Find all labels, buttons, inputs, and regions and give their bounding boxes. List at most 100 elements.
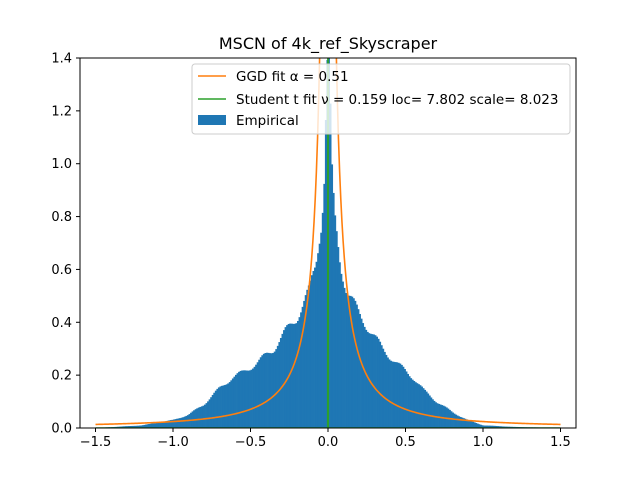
histogram-bar	[422, 388, 425, 428]
histogram-bar	[472, 421, 475, 428]
histogram-bar	[134, 425, 137, 428]
histogram-bar	[408, 376, 411, 428]
histogram-bar	[286, 325, 289, 428]
histogram-bar	[345, 292, 347, 428]
histogram-bar	[390, 360, 392, 428]
legend-swatch-empirical	[198, 115, 226, 125]
histogram-bar	[323, 183, 326, 428]
histogram-bar	[137, 425, 140, 428]
histogram-bar	[250, 369, 253, 428]
histogram-bar	[483, 425, 485, 428]
histogram-bar	[242, 370, 245, 428]
histogram-bar	[295, 323, 298, 428]
histogram-bar	[473, 422, 476, 428]
histogram-bar	[376, 336, 378, 428]
histogram-bar	[256, 362, 259, 428]
histogram-bar	[343, 287, 346, 428]
histogram-bar	[217, 387, 220, 428]
chart-title: MSCN of 4k_ref_Skyscraper	[219, 34, 438, 54]
histogram-bar	[149, 423, 152, 428]
histogram-bar	[470, 421, 473, 428]
histogram-bar	[394, 362, 397, 428]
histogram-bar	[121, 426, 124, 428]
histogram-bar	[410, 378, 413, 428]
histogram-bar	[481, 425, 484, 428]
histogram-bar	[253, 366, 256, 428]
x-tick-label: 0.0	[318, 435, 339, 450]
histogram-bar	[465, 419, 468, 428]
y-axis: 0.0 0.2 0.4 0.6 0.8 1.0 1.2 1.4	[51, 52, 80, 437]
legend-label-student-t: Student t fit ν = 0.159 loc= 7.802 scale…	[236, 92, 559, 108]
histogram-bar	[419, 385, 422, 428]
histogram-bar	[140, 425, 143, 428]
histogram-bar	[411, 379, 414, 428]
histogram-bar	[283, 330, 285, 428]
y-tick-label: 0.2	[51, 369, 72, 384]
histogram-bar	[479, 424, 482, 428]
histogram-bar	[132, 425, 135, 428]
histogram-bar	[275, 349, 278, 428]
histogram-bar	[267, 352, 270, 428]
legend-label-ggd: GGD fit α = 0.51	[236, 69, 349, 85]
histogram-bar	[452, 412, 454, 428]
histogram-bar	[393, 361, 396, 428]
histogram-bar	[337, 247, 340, 428]
histogram-bar	[414, 382, 417, 428]
legend-box	[191, 63, 571, 135]
histogram-bar	[348, 295, 351, 428]
histogram-bar	[176, 418, 179, 428]
histogram-bar	[459, 416, 462, 428]
histogram-bar	[434, 402, 437, 428]
histogram-bar	[174, 419, 177, 428]
histogram-bar	[152, 423, 155, 428]
histogram-bar	[264, 353, 267, 428]
histogram-bar	[388, 359, 391, 428]
histogram-bar	[261, 355, 264, 428]
histogram-bar	[476, 423, 479, 428]
histogram-bar	[312, 270, 315, 428]
legend: GGD fit α = 0.51 Student t fit ν = 0.159…	[191, 63, 571, 135]
histogram-bar	[433, 400, 436, 428]
histogram-bar	[126, 426, 129, 428]
histogram-bar	[202, 405, 205, 428]
histogram-bar	[371, 334, 374, 428]
histogram-bar	[341, 281, 344, 428]
histogram-bar	[458, 416, 461, 428]
histogram-bar	[357, 309, 360, 428]
histogram-bar	[331, 164, 334, 428]
histogram-bar	[183, 416, 186, 428]
histogram-bar	[225, 384, 228, 428]
histogram-bar	[413, 380, 416, 428]
histogram-bar	[230, 380, 233, 428]
histogram-bar	[160, 422, 163, 428]
histogram-bar	[335, 231, 338, 428]
histogram-bar	[244, 370, 247, 428]
histogram-bar	[173, 419, 175, 428]
y-tick-label: 1.2	[51, 104, 72, 119]
histogram-bar	[222, 385, 225, 428]
histogram-bar	[355, 304, 358, 428]
histogram-bar	[207, 401, 210, 428]
histogram-bar	[338, 262, 341, 428]
histogram-bar	[124, 426, 127, 428]
histogram-bar	[462, 418, 465, 428]
histogram-bar	[329, 103, 332, 428]
y-tick-label: 0.4	[51, 316, 72, 331]
histogram-bar	[320, 232, 323, 428]
histogram-bar	[396, 362, 399, 428]
histogram-bar	[248, 370, 251, 428]
histogram-bar	[455, 414, 458, 428]
histogram-bar	[186, 415, 189, 428]
histogram-bar	[421, 386, 423, 428]
histogram-bar	[498, 426, 501, 428]
histogram-bar	[427, 393, 430, 428]
x-tick-label: −1.0	[157, 435, 189, 450]
fit-lines	[95, 58, 561, 428]
histogram-bar	[199, 406, 202, 428]
histogram-bar	[372, 334, 375, 428]
histogram-bar	[239, 370, 242, 428]
histogram-bar	[318, 243, 321, 428]
histogram-bar	[363, 326, 366, 428]
histogram-bar	[200, 406, 203, 428]
histogram-bar	[309, 280, 312, 428]
